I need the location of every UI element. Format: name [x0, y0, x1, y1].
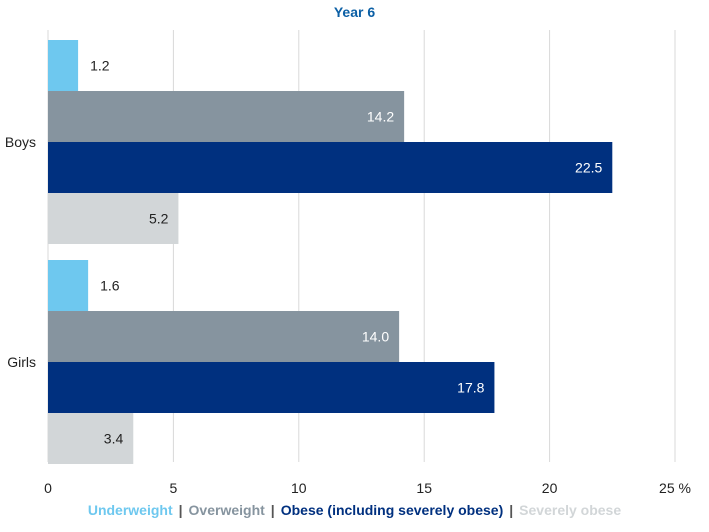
data-label: 17.8: [457, 380, 484, 396]
data-label: 14.0: [362, 329, 389, 345]
x-tick-label: 20: [542, 480, 558, 496]
legend-item: Overweight: [188, 502, 265, 518]
data-labels: 1.2 14.2 22.5 5.2 1.6 14.0 17.8 3.4: [90, 58, 602, 447]
x-tick-label: 0: [44, 480, 52, 496]
bar: [48, 311, 400, 362]
x-tick-label: 5: [170, 480, 178, 496]
legend-item: Underweight: [87, 502, 173, 518]
legend-separator: |: [270, 502, 275, 518]
legend-separator: |: [509, 502, 514, 518]
legend-item: Obese (including severely obese): [280, 502, 504, 518]
bar: [48, 260, 89, 311]
legend-item: Severely obese: [519, 502, 622, 518]
x-tick-label: 25 %: [659, 480, 691, 496]
data-label: 3.4: [104, 431, 124, 447]
bar: [48, 40, 79, 91]
category-labels: Boys Girls: [5, 134, 36, 370]
bar: [48, 91, 405, 142]
x-tick-labels: 0 5 10 15 20 25 %: [44, 480, 691, 496]
data-label: 1.6: [100, 278, 120, 294]
data-label: 1.2: [90, 58, 110, 74]
chart-title: Year 6: [333, 4, 376, 20]
legend: Underweight | Overweight | Obese (including …: [0, 502, 709, 518]
category-label: Girls: [7, 354, 36, 370]
bar-chart: 1.2 14.2 22.5 5.2 1.6 14.0 17.8 3.4 Boys Girls 0…: [5, 30, 691, 496]
bar: [48, 413, 134, 464]
data-label: 14.2: [367, 109, 394, 125]
bars: [48, 40, 613, 464]
bar: [48, 142, 613, 193]
x-tick-label: 15: [416, 480, 432, 496]
x-tick-label: 10: [291, 480, 307, 496]
category-label: Boys: [5, 134, 36, 150]
bar: [48, 362, 495, 413]
bar: [48, 193, 179, 244]
data-label: 5.2: [149, 211, 169, 227]
data-label: 22.5: [575, 160, 602, 176]
legend-separator: |: [178, 502, 183, 518]
